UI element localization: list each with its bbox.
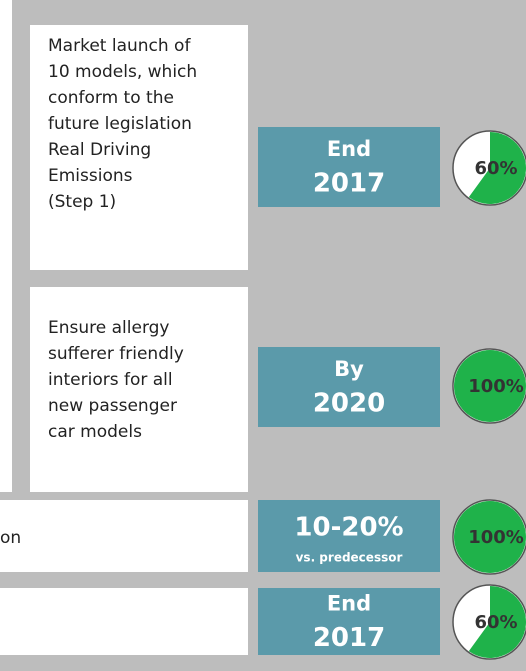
deadline-text: 2017 bbox=[313, 169, 385, 199]
deadline-box bbox=[258, 500, 440, 572]
goal-box bbox=[0, 500, 248, 572]
goal-text: future legislation bbox=[48, 114, 192, 134]
goal-text: 10 models, which bbox=[48, 62, 197, 82]
deadline-text: vs. predecessor bbox=[296, 551, 403, 565]
deadline-text: 2020 bbox=[313, 389, 385, 419]
deadline-text: End bbox=[327, 137, 371, 161]
progress-label: 60% bbox=[474, 158, 517, 179]
goal-box bbox=[30, 25, 248, 270]
deadline-text: 2017 bbox=[313, 623, 385, 653]
deadline-box bbox=[258, 347, 440, 427]
progress-label: 60% bbox=[474, 612, 517, 633]
deadline-box bbox=[258, 588, 440, 655]
goal-text: Emissions bbox=[48, 166, 133, 186]
deadline-text: 10-20% bbox=[294, 513, 403, 543]
progress-label: 100% bbox=[468, 376, 524, 397]
goal-text: Real Driving bbox=[48, 140, 151, 160]
goal-text: on bbox=[0, 528, 21, 548]
progress-label: 100% bbox=[468, 527, 524, 548]
goal-text: Ensure allergy bbox=[48, 318, 170, 338]
goal-text: car models bbox=[48, 422, 142, 442]
deadline-text: End bbox=[327, 592, 371, 616]
goal-text: interiors for all bbox=[48, 370, 173, 390]
goal-text: sufferer friendly bbox=[48, 344, 184, 364]
goal-box bbox=[30, 287, 248, 492]
left-edge bbox=[0, 0, 12, 492]
deadline-text: By bbox=[334, 357, 364, 381]
progress-fill bbox=[454, 501, 526, 573]
progress-fill bbox=[468, 132, 526, 205]
goal-text: conform to the bbox=[48, 88, 174, 108]
goal-text: new passenger bbox=[48, 396, 177, 416]
progress-fill bbox=[454, 350, 526, 422]
goal-text: (Step 1) bbox=[48, 192, 116, 212]
goal-text: Market launch of bbox=[48, 36, 191, 56]
deadline-box bbox=[258, 127, 440, 207]
progress-fill bbox=[468, 586, 526, 658]
goal-box bbox=[0, 588, 248, 655]
